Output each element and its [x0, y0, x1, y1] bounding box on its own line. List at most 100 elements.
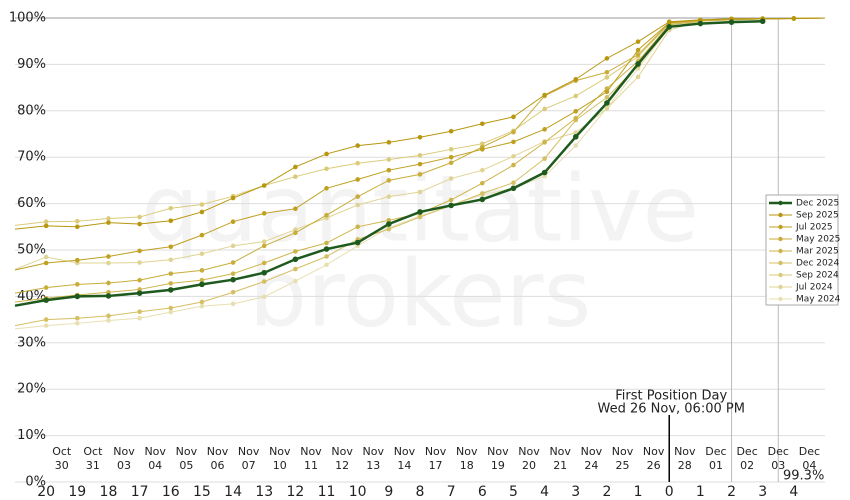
- series-point: [106, 318, 111, 323]
- x-date-label: Nov 12: [331, 445, 353, 472]
- series-point: [230, 195, 236, 201]
- series-point: [791, 16, 797, 21]
- x-date-label: Nov 19: [487, 445, 509, 472]
- series-point: [542, 173, 547, 179]
- series-point: [293, 174, 298, 179]
- series-point: [43, 260, 49, 266]
- x-tick-label: 19: [68, 484, 86, 500]
- series-point: [417, 134, 423, 140]
- series-point: [354, 239, 361, 246]
- series-point: [230, 289, 236, 295]
- y-tick-label: 60%: [17, 196, 46, 211]
- series-point: [199, 251, 205, 257]
- series-point: [542, 92, 547, 98]
- y-tick-label: 10%: [17, 428, 46, 443]
- x-tick-label: 3: [758, 484, 767, 500]
- series-point: [168, 281, 174, 286]
- series-point: [697, 20, 704, 27]
- series-point: [75, 321, 80, 326]
- series-point: [137, 260, 142, 265]
- series-point: [137, 214, 142, 220]
- x-date-label: Nov 14: [393, 445, 416, 472]
- series-point: [324, 240, 329, 246]
- x-date-label: Nov 13: [362, 445, 384, 472]
- series-point: [542, 106, 547, 112]
- y-tick-label: 80%: [17, 103, 46, 118]
- series-point: [511, 129, 516, 135]
- legend-label: Sep 2024: [796, 271, 839, 281]
- series-point: [230, 219, 236, 224]
- x-tick-label: 14: [224, 484, 242, 500]
- x-date-label: Dec 04: [798, 445, 821, 472]
- legend-label: May 2025: [796, 235, 840, 245]
- x-date-label: Oct 31: [83, 445, 103, 472]
- x-tick-label: 4: [540, 484, 549, 500]
- series-point: [75, 224, 80, 230]
- series-point: [75, 218, 80, 224]
- series-point: [74, 293, 81, 300]
- series-point: [480, 147, 485, 152]
- x-tick-label: 9: [384, 484, 393, 500]
- x-tick-label: 1: [696, 484, 705, 500]
- series-point: [542, 156, 547, 161]
- series-point: [448, 154, 454, 160]
- series-point: [293, 278, 298, 284]
- series-point: [199, 281, 205, 288]
- annotation-text: Wed 26 Nov, 06:00 PM: [598, 402, 745, 417]
- y-tick-label: 50%: [17, 243, 46, 258]
- series-point: [43, 223, 49, 229]
- series-point: [386, 167, 392, 173]
- x-tick-label: 1: [634, 484, 643, 500]
- series-point: [604, 75, 610, 80]
- series-point: [137, 277, 142, 283]
- series-point: [448, 160, 454, 166]
- series-point: [355, 194, 360, 199]
- legend-label: May 2024: [796, 295, 841, 305]
- x-date-label: Nov 04: [144, 445, 166, 472]
- series-point: [323, 246, 330, 252]
- series-point: [479, 196, 486, 203]
- series-point: [293, 266, 298, 272]
- series-point: [355, 202, 360, 208]
- series-point: [261, 269, 268, 276]
- x-date-label: Nov 20: [518, 445, 540, 472]
- series-point: [261, 243, 267, 249]
- y-tick-label: 30%: [17, 335, 46, 350]
- x-tick-label: 11: [318, 484, 336, 500]
- series-point: [604, 89, 610, 95]
- series-point: [199, 303, 205, 309]
- series-point: [386, 194, 392, 199]
- series-point: [261, 183, 267, 188]
- series-point: [106, 216, 111, 221]
- series-point: [448, 197, 454, 203]
- legend-label: Jul 2024: [795, 283, 833, 293]
- series-point: [75, 257, 80, 263]
- series-point: [635, 52, 641, 57]
- series-point: [137, 315, 142, 321]
- series-point: [698, 17, 703, 23]
- series-point: [105, 293, 112, 299]
- series-point: [137, 221, 142, 227]
- series-point: [480, 121, 485, 127]
- x-tick-label: 2: [727, 484, 736, 500]
- series-point: [106, 260, 111, 266]
- x-date-label: Nov 25: [611, 445, 634, 472]
- series-point: [324, 262, 329, 268]
- series-point: [324, 166, 329, 172]
- legend-marker: [778, 296, 783, 302]
- series-point: [666, 19, 672, 25]
- series-point: [511, 114, 516, 120]
- series-point: [386, 178, 392, 183]
- annotation-text: First Position Day: [615, 389, 727, 404]
- series-point: [43, 219, 49, 224]
- x-tick-label: 0: [665, 484, 674, 500]
- series-point: [199, 268, 205, 273]
- x-date-label: Nov 24: [580, 445, 603, 472]
- x-tick-label: 20: [37, 484, 55, 500]
- series-point: [542, 140, 547, 145]
- series-point: [43, 254, 49, 260]
- series-point: [293, 206, 298, 212]
- series-point: [480, 180, 485, 186]
